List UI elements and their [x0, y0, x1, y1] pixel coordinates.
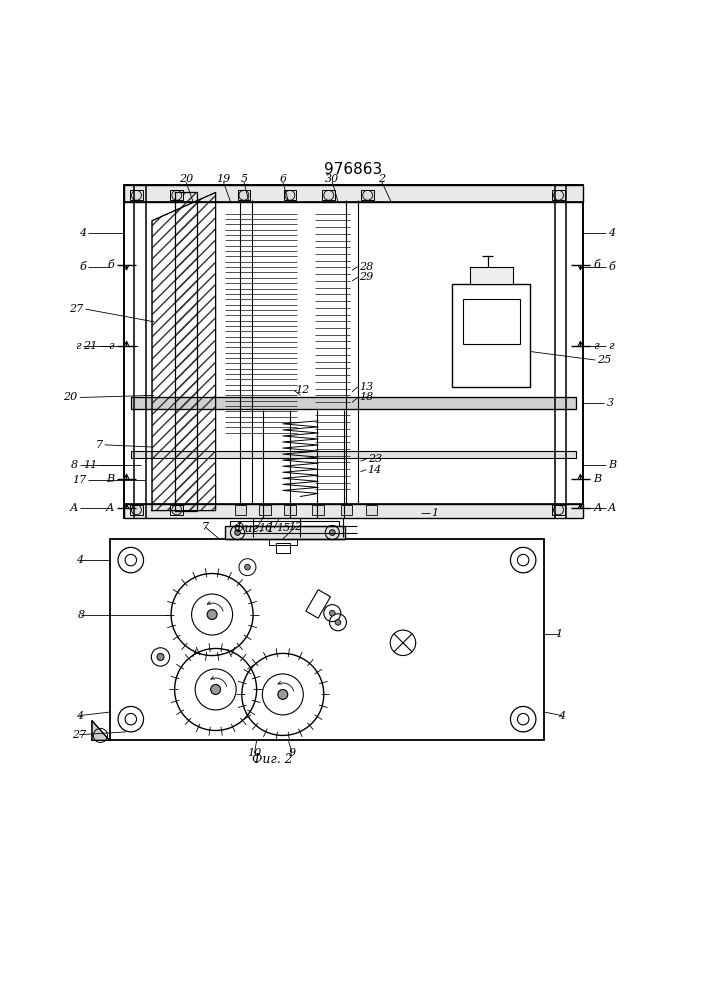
Circle shape [329, 610, 335, 616]
Bar [170, 505, 183, 515]
Bar [130, 505, 143, 515]
Text: б: б [608, 262, 615, 272]
Text: 10: 10 [247, 748, 262, 758]
Text: 4: 4 [79, 228, 86, 238]
Bar [269, 536, 297, 545]
Text: 20: 20 [179, 174, 193, 184]
Bar [284, 190, 296, 200]
Text: 14: 14 [368, 465, 382, 475]
Circle shape [235, 530, 240, 535]
Bar [131, 451, 576, 458]
Bar [131, 397, 576, 409]
Text: 3: 3 [607, 398, 614, 408]
Bar [322, 190, 335, 200]
Text: 21: 21 [83, 341, 98, 351]
Text: 20: 20 [64, 392, 78, 402]
Text: В: В [106, 474, 114, 484]
Text: 13: 13 [359, 382, 373, 392]
Text: А: А [105, 503, 114, 513]
Text: 28: 28 [359, 262, 373, 272]
Text: 16: 16 [258, 523, 272, 533]
Text: 17: 17 [72, 475, 86, 485]
Text: 11: 11 [83, 460, 98, 470]
Text: г: г [608, 341, 614, 351]
Circle shape [207, 610, 217, 619]
Text: 23: 23 [368, 454, 382, 464]
Circle shape [329, 530, 335, 535]
Text: А: А [608, 503, 617, 513]
Bar [124, 504, 583, 518]
Text: б: б [79, 262, 86, 272]
Text: А: А [69, 503, 78, 513]
Bar [361, 190, 374, 200]
Bar [470, 267, 513, 284]
Circle shape [157, 653, 164, 660]
Text: 25: 25 [597, 355, 612, 365]
Text: 4: 4 [76, 555, 83, 565]
Text: 8: 8 [78, 610, 85, 620]
Text: 4: 4 [76, 711, 83, 721]
Circle shape [278, 689, 288, 699]
Text: 8: 8 [71, 460, 78, 470]
Bar [130, 190, 143, 200]
Bar [366, 505, 377, 515]
Bar [259, 505, 271, 515]
Polygon shape [92, 721, 110, 740]
Text: 19: 19 [216, 174, 230, 184]
Text: В: В [608, 460, 616, 470]
Text: 4: 4 [608, 228, 615, 238]
Circle shape [335, 619, 341, 625]
Bar [306, 590, 330, 618]
Bar [463, 299, 520, 344]
Text: б: б [107, 260, 114, 270]
Text: 18: 18 [359, 392, 373, 402]
Text: 1: 1 [555, 629, 562, 639]
Text: 6: 6 [279, 174, 286, 184]
Bar [312, 505, 324, 515]
Bar [230, 521, 339, 526]
Text: 27: 27 [69, 304, 83, 314]
Text: 1: 1 [431, 508, 438, 518]
Bar [235, 505, 246, 515]
Bar [284, 505, 296, 515]
Bar [341, 505, 352, 515]
Text: 976863: 976863 [325, 162, 382, 177]
Circle shape [245, 564, 250, 570]
Bar [452, 284, 530, 387]
Text: 12: 12 [296, 385, 310, 395]
Text: 30: 30 [325, 174, 339, 184]
Text: б: б [593, 260, 600, 270]
Text: 7: 7 [95, 440, 103, 450]
Text: 2: 2 [378, 174, 385, 184]
Bar [276, 543, 290, 553]
Text: 9: 9 [288, 748, 296, 758]
Text: г: г [76, 341, 81, 351]
Circle shape [211, 685, 221, 694]
Text: 15: 15 [276, 523, 290, 533]
Text: 5: 5 [240, 174, 247, 184]
Text: Фиг. 1: Фиг. 1 [234, 522, 275, 535]
Bar [552, 190, 565, 200]
Text: 4: 4 [559, 711, 566, 721]
Bar [552, 505, 565, 515]
Bar [170, 190, 183, 200]
Bar [110, 539, 544, 740]
Text: 7: 7 [201, 522, 209, 532]
Bar [124, 185, 583, 202]
Text: г: г [593, 341, 599, 351]
Bar [124, 185, 583, 518]
Bar [225, 526, 345, 539]
Text: 12: 12 [288, 522, 303, 532]
Text: 29: 29 [359, 272, 373, 282]
Bar [238, 190, 250, 200]
Text: В: В [593, 474, 601, 484]
Text: г: г [108, 341, 114, 351]
Text: А: А [593, 503, 602, 513]
Text: Фиг. 2: Фиг. 2 [252, 753, 293, 766]
Text: 27: 27 [72, 730, 86, 740]
